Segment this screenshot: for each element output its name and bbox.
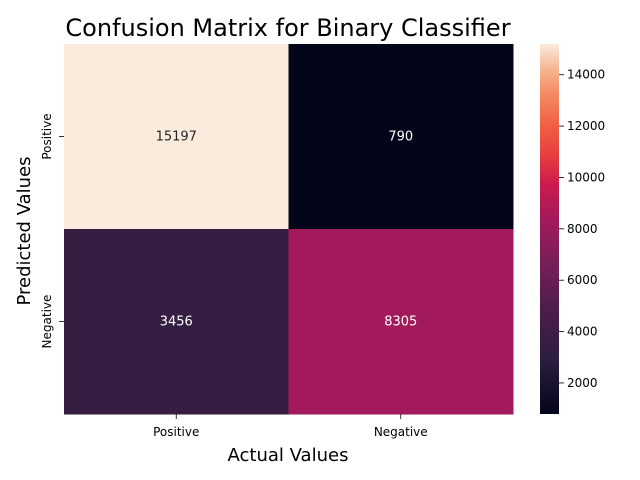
colorbar-tick-label: 6000 — [567, 273, 598, 287]
colorbar-tick-label: 2000 — [567, 376, 598, 390]
colorbar-tick-label: 4000 — [567, 325, 598, 339]
x-axis-ticks: Positive Negative — [153, 414, 428, 439]
y-tick-label: Negative — [40, 295, 54, 349]
chart-title: Confusion Matrix for Binary Classifier — [65, 14, 510, 42]
y-axis-label: Predicted Values — [14, 156, 35, 305]
colorbar-ticks: 2000 4000 6000 8000 10000 12000 14000 — [559, 68, 605, 390]
colorbar-tick-label: 10000 — [567, 170, 605, 184]
x-axis-label: Actual Values — [228, 445, 349, 466]
heatmap-cell — [64, 229, 289, 415]
colorbar-tick-label: 12000 — [567, 119, 605, 133]
heatmap-cells — [64, 44, 514, 415]
colorbar — [540, 44, 559, 414]
heatmap-cell — [64, 44, 289, 230]
heatmap-cell — [288, 229, 514, 415]
y-axis-ticks: Positive Negative — [40, 113, 64, 348]
cell-value-label: 8305 — [384, 315, 417, 330]
cell-value-label: 790 — [388, 130, 413, 145]
colorbar-tick-label: 8000 — [567, 222, 598, 236]
y-tick-label: Positive — [40, 113, 54, 159]
x-tick-label: Positive — [153, 425, 199, 439]
heatmap-cell — [288, 44, 514, 230]
x-tick-label: Negative — [374, 425, 428, 439]
cell-value-label: 3456 — [160, 315, 193, 330]
colorbar-tick-label: 14000 — [567, 68, 605, 82]
heatmap-cell-labels: 15197 790 3456 8305 — [156, 130, 418, 330]
cell-value-label: 15197 — [156, 130, 197, 145]
